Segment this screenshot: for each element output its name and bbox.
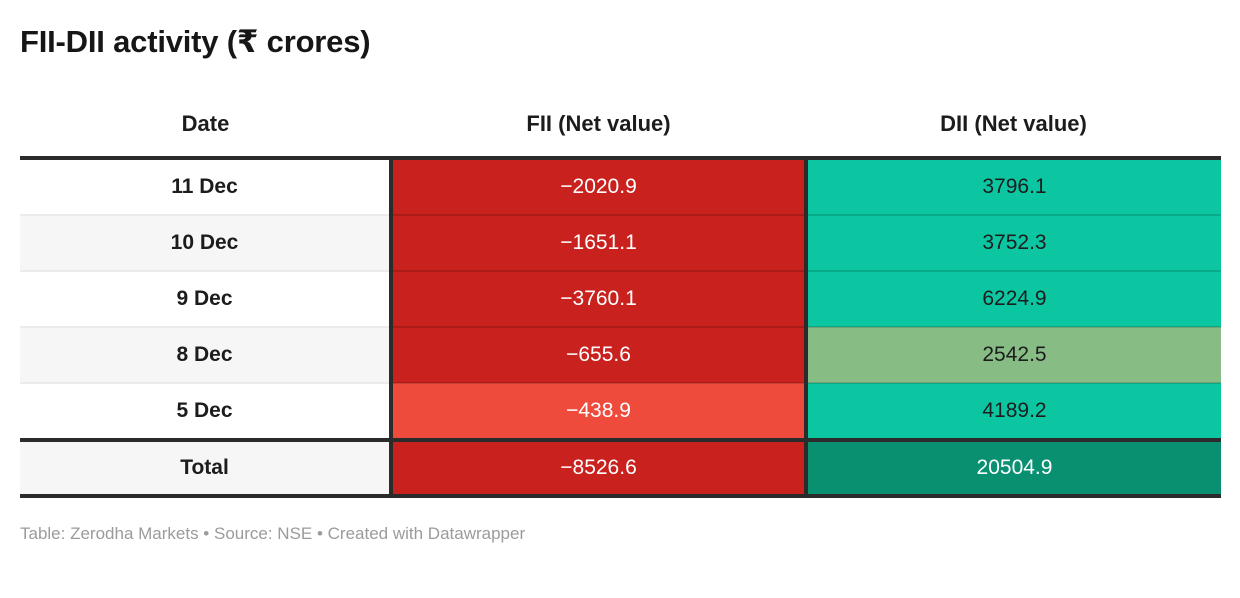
table-row: 8 Dec −655.6 2542.5 [20,326,1221,383]
date-cell: 9 Dec [20,270,391,327]
date-cell: 5 Dec [20,382,391,440]
chart-title: FII-DII activity (₹ crores) [20,24,371,59]
column-header-fii: FII (Net value) [391,111,806,160]
column-header-date: Date [20,111,391,160]
date-cell: 10 Dec [20,214,391,271]
date-cell: 11 Dec [20,158,391,215]
table-header: Date FII (Net value) DII (Net value) [20,111,1221,160]
table-body: 11 Dec −2020.9 3796.1 10 Dec −1651.1 375… [20,158,1221,440]
fii-dii-table: Date FII (Net value) DII (Net value) 11 … [20,111,1221,498]
fii-value-cell: −2020.9 [389,158,808,215]
total-row: Total −8526.6 20504.9 [20,438,1221,498]
attribution-footer: Table: Zerodha Markets • Source: NSE • C… [20,524,526,543]
table-row: 10 Dec −1651.1 3752.3 [20,214,1221,271]
dii-value-cell: 3796.1 [806,158,1221,215]
dii-value-cell: 6224.9 [806,270,1221,327]
date-cell: 8 Dec [20,326,391,383]
dii-value-cell: 2542.5 [806,326,1221,383]
dii-value-cell: 4189.2 [806,382,1221,440]
fii-value-cell: −1651.1 [389,214,808,271]
table-row: 11 Dec −2020.9 3796.1 [20,158,1221,215]
fii-value-cell: −3760.1 [389,270,808,327]
table-total: Total −8526.6 20504.9 [20,438,1221,498]
header-row: Date FII (Net value) DII (Net value) [20,111,1221,160]
fii-value-cell: −438.9 [389,382,808,440]
total-label-cell: Total [20,438,391,498]
fii-value-cell: −655.6 [389,326,808,383]
dii-value-cell: 3752.3 [806,214,1221,271]
table-row: 5 Dec −438.9 4189.2 [20,382,1221,440]
total-fii-cell: −8526.6 [389,438,808,498]
total-dii-cell: 20504.9 [806,438,1221,498]
table-row: 9 Dec −3760.1 6224.9 [20,270,1221,327]
column-header-dii: DII (Net value) [806,111,1221,160]
